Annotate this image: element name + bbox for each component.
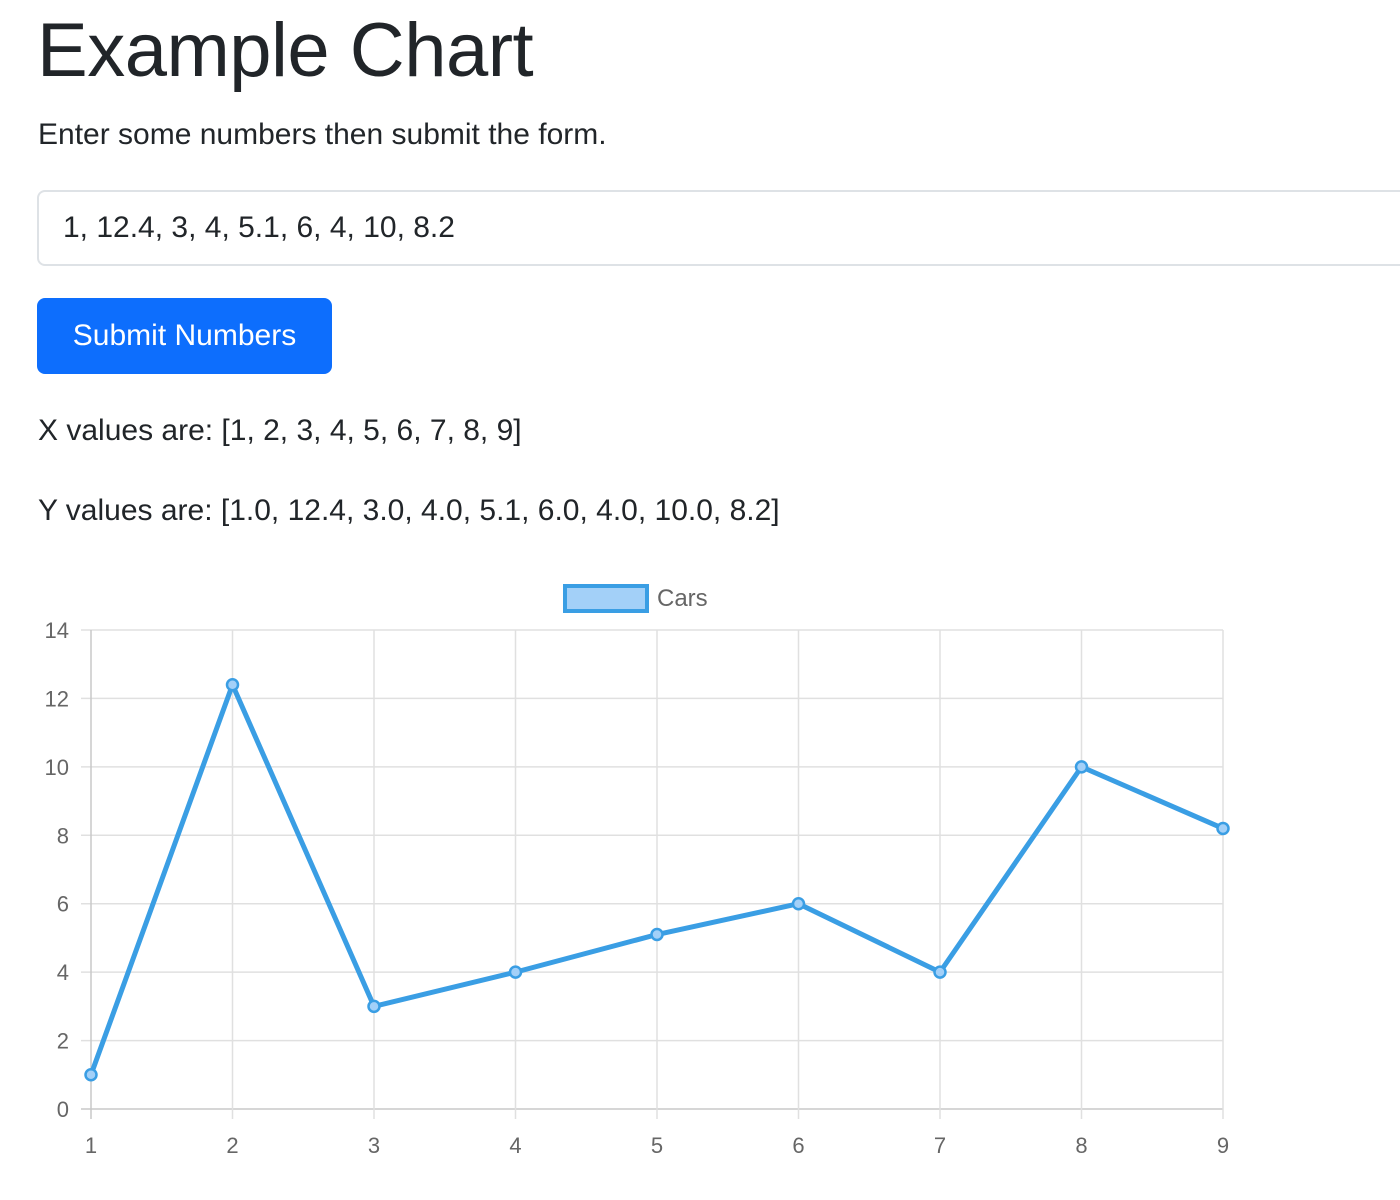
x-tick-label: 4 [509, 1133, 521, 1158]
legend-swatch-cars [563, 584, 649, 613]
x-tick-label: 2 [226, 1133, 238, 1158]
data-point[interactable] [367, 999, 381, 1014]
y-axis: 0 2 4 6 8 10 12 14 [45, 618, 69, 1122]
data-point[interactable] [933, 965, 947, 979]
x-axis: 1 2 3 4 5 6 7 8 9 [85, 1133, 1229, 1158]
data-point[interactable] [650, 927, 664, 942]
data-point[interactable] [84, 1068, 98, 1082]
y-tick-label: 14 [45, 618, 69, 643]
x-tick-label: 6 [792, 1133, 804, 1158]
series-cars [84, 677, 1230, 1082]
intro-text: Enter some numbers then submit the form. [38, 118, 607, 151]
y-tick-label: 0 [57, 1097, 69, 1122]
x-tick-label: 3 [368, 1133, 380, 1158]
data-point[interactable] [508, 965, 523, 979]
y-tick-label: 12 [45, 686, 69, 711]
y-tick-label: 2 [57, 1029, 69, 1054]
page-title: Example Chart [37, 8, 534, 93]
data-point[interactable] [791, 896, 806, 911]
data-point[interactable] [1216, 821, 1230, 836]
x-tick-label: 8 [1075, 1133, 1087, 1158]
chart-grid [81, 629, 1224, 1119]
y-values-text: Y values are: [1.0, 12.4, 3.0, 4.0, 5.1,… [38, 494, 780, 527]
y-tick-label: 8 [57, 823, 69, 848]
y-tick-label: 4 [57, 960, 69, 985]
chart-legend[interactable]: Cars [563, 584, 708, 613]
submit-numbers-button[interactable]: Submit Numbers [37, 298, 332, 374]
y-tick-label: 10 [45, 755, 69, 780]
data-point[interactable] [1074, 760, 1089, 774]
x-tick-label: 5 [651, 1133, 663, 1158]
x-tick-label: 9 [1217, 1133, 1229, 1158]
data-point[interactable] [225, 677, 240, 692]
x-tick-label: 7 [934, 1133, 946, 1158]
x-values-text: X values are: [1, 2, 3, 4, 5, 6, 7, 8, 9… [38, 414, 522, 447]
numbers-input[interactable] [37, 190, 1400, 266]
y-tick-label: 6 [57, 892, 69, 917]
legend-label-cars: Cars [657, 585, 708, 612]
x-tick-label: 1 [85, 1133, 97, 1158]
